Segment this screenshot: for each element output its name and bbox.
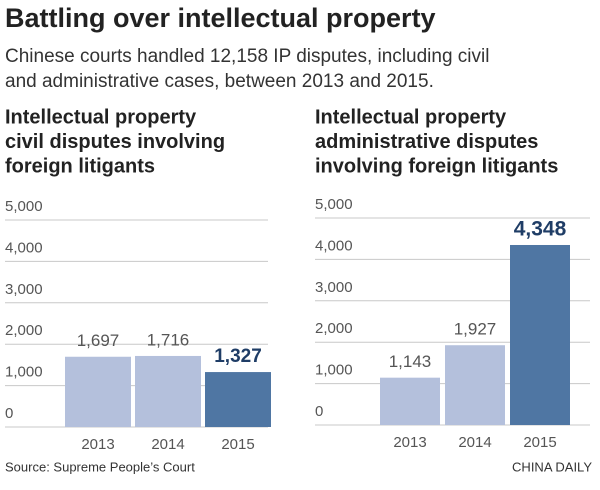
chart-title: Intellectual property bbox=[315, 106, 507, 128]
value-label: 1,327 bbox=[214, 346, 262, 367]
y-tick-label: 5,000 bbox=[315, 196, 353, 213]
value-label: 4,348 bbox=[514, 218, 567, 241]
source: Source: Supreme People’s Court bbox=[5, 459, 195, 474]
bar bbox=[65, 356, 131, 427]
value-label: 1,927 bbox=[454, 320, 497, 339]
y-tick-label: 3,000 bbox=[5, 281, 43, 298]
y-tick-label: 0 bbox=[315, 403, 323, 420]
value-label: 1,697 bbox=[77, 331, 120, 350]
chart-title: administrative disputes bbox=[315, 131, 538, 153]
subtitle-line: Chinese courts handled 12,158 IP dispute… bbox=[5, 46, 489, 67]
bar bbox=[510, 244, 570, 425]
x-tick-label: 2014 bbox=[458, 434, 491, 451]
x-tick-label: 2013 bbox=[81, 436, 114, 453]
chart-title: civil disputes involving bbox=[5, 131, 225, 153]
x-tick-label: 2014 bbox=[151, 436, 184, 453]
y-tick-label: 2,000 bbox=[315, 320, 353, 337]
y-tick-label: 1,000 bbox=[5, 364, 43, 381]
bar bbox=[205, 372, 271, 427]
y-tick-label: 5,000 bbox=[5, 198, 43, 215]
y-tick-label: 2,000 bbox=[5, 322, 43, 339]
y-tick-label: 4,000 bbox=[5, 239, 43, 256]
chart-title: foreign litigants bbox=[5, 155, 155, 177]
value-label: 1,716 bbox=[147, 330, 190, 349]
subtitle-line: and administrative cases, between 2013 a… bbox=[5, 71, 434, 92]
y-tick-label: 0 bbox=[5, 405, 13, 422]
y-tick-label: 3,000 bbox=[315, 279, 353, 296]
x-tick-label: 2015 bbox=[523, 434, 556, 451]
value-label: 1,143 bbox=[389, 352, 432, 371]
x-tick-label: 2015 bbox=[221, 436, 254, 453]
y-tick-label: 4,000 bbox=[315, 237, 353, 254]
bar bbox=[380, 377, 440, 425]
bar bbox=[135, 355, 201, 427]
y-tick-label: 1,000 bbox=[315, 362, 353, 379]
x-tick-label: 2013 bbox=[393, 434, 426, 451]
chart-title: involving foreign litigants bbox=[315, 155, 558, 177]
credit: CHINA DAILY bbox=[512, 459, 592, 474]
page-title: Battling over intellectual property bbox=[5, 3, 436, 33]
chart-title: Intellectual property bbox=[5, 106, 197, 128]
bar bbox=[445, 345, 505, 425]
